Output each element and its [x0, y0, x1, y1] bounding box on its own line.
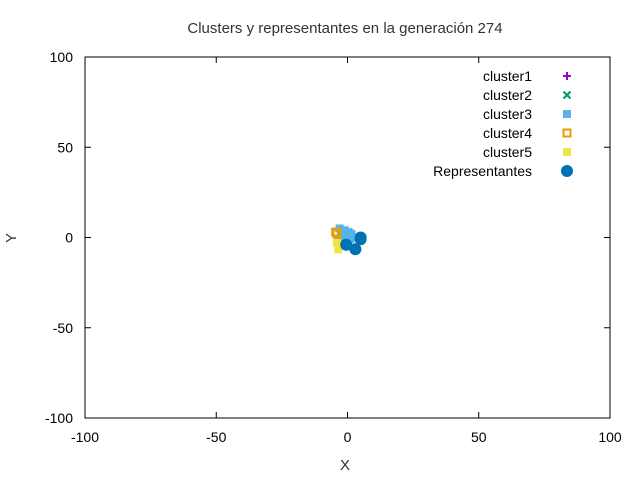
x-tick-label: 0 [344, 429, 352, 445]
legend-label: Representantes [433, 163, 532, 179]
x-tick-label: 50 [471, 429, 487, 445]
y-tick-label: 0 [65, 230, 73, 246]
legend-marker-cluster3 [563, 110, 571, 118]
cluster3-point [346, 235, 355, 244]
cluster3-point [343, 230, 352, 239]
chart-title: Clusters y representantes en la generaci… [187, 20, 502, 37]
legend-label: cluster1 [483, 68, 532, 84]
legend-marker-cluster1 [563, 72, 571, 80]
x-tick-label: -100 [71, 429, 99, 445]
legend: cluster1 cluster2 cluster3 cluster4 cluster5… [433, 68, 573, 179]
legend-marker-cluster5 [563, 148, 571, 156]
Representantes-point [349, 243, 362, 256]
cluster4-point [332, 229, 342, 239]
cluster5-point [333, 238, 341, 247]
y-tick-label: -100 [45, 410, 73, 426]
legend-label: cluster5 [483, 144, 532, 160]
legend-label: cluster3 [483, 106, 532, 122]
points-layer [331, 224, 367, 256]
legend-label: cluster2 [483, 87, 532, 103]
x-axis-label: X [340, 457, 350, 474]
legend-label: cluster4 [483, 125, 532, 141]
Representantes-point [340, 238, 353, 251]
x-tick-label: 100 [598, 429, 622, 445]
legend-marker-Representantes [561, 165, 573, 177]
y-tick-label: 100 [50, 49, 74, 65]
x-tick-label: -50 [206, 429, 226, 445]
cluster4-point [331, 227, 341, 237]
cluster3-point [338, 228, 347, 237]
cluster5-point [334, 245, 343, 254]
legend-marker-cluster2 [562, 90, 572, 100]
y-axis-label: Y [3, 233, 20, 243]
legend-marker-cluster4 [562, 128, 572, 138]
y-tick-label: -50 [53, 320, 73, 336]
ticks-layer: -100 -50 0 50 100 -100 -50 0 50 100 [45, 49, 622, 445]
Representantes-point [354, 233, 367, 246]
y-tick-label: 50 [57, 139, 73, 155]
